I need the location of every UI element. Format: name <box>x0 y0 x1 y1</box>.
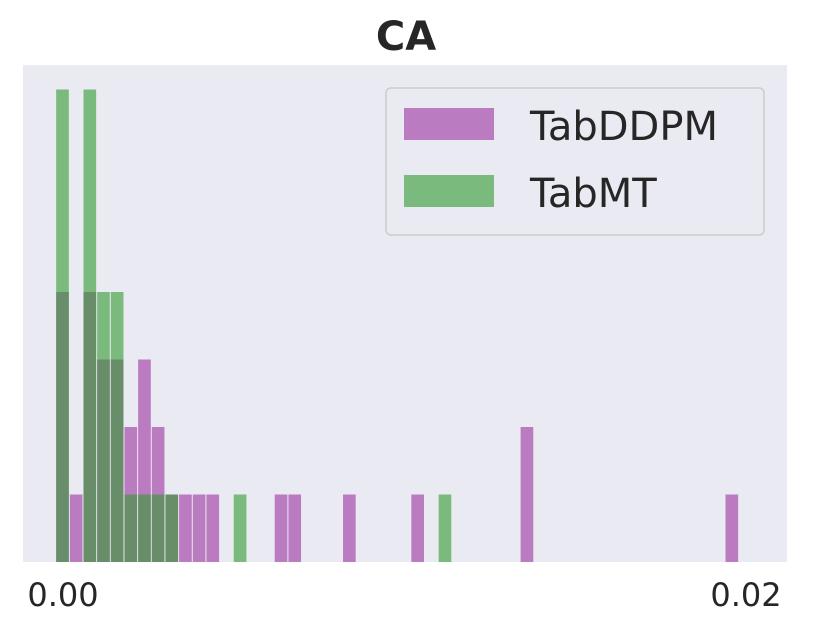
bar-tabmt-6 <box>138 494 151 562</box>
bar-tabmt-9 <box>233 494 247 562</box>
bar-tabmt-10 <box>438 494 452 562</box>
legend-label-tabddpm: TabDDPM <box>529 104 718 150</box>
chart-title: CA <box>376 14 436 60</box>
bar-tabmt-4 <box>110 292 124 562</box>
bar-tabmt-3 <box>97 292 110 562</box>
legend-label-tabmt: TabMT <box>529 171 657 217</box>
bar-tabmt-7 <box>151 494 165 562</box>
x-tick-label: 0.00 <box>27 576 98 614</box>
bar-tabmt-0 <box>56 89 69 562</box>
x-tick-label: 0.02 <box>710 576 781 614</box>
bar-tabddpm-16 <box>520 427 534 562</box>
bar-tabmt-8 <box>165 494 179 562</box>
bar-tabddpm-9 <box>179 494 192 562</box>
bar-tabmt-2 <box>83 89 97 562</box>
bar-tabddpm-17 <box>725 494 739 562</box>
bar-tabddpm-14 <box>343 494 356 562</box>
bar-tabmt-5 <box>124 494 138 562</box>
bar-tabddpm-11 <box>206 494 220 562</box>
legend-swatch-tabddpm <box>404 108 494 140</box>
bar-tabddpm-12 <box>274 494 288 562</box>
x-axis-ticks: 0.00 0.02 <box>27 576 781 614</box>
bar-tabddpm-13 <box>288 494 302 562</box>
bar-tabddpm-10 <box>192 494 206 562</box>
bar-tabddpm-15 <box>411 494 424 562</box>
bar-tabddpm-1 <box>69 494 83 562</box>
legend-swatch-tabmt <box>404 175 494 207</box>
histogram-bars <box>56 89 739 562</box>
legend: TabDDPM TabMT <box>385 87 765 236</box>
